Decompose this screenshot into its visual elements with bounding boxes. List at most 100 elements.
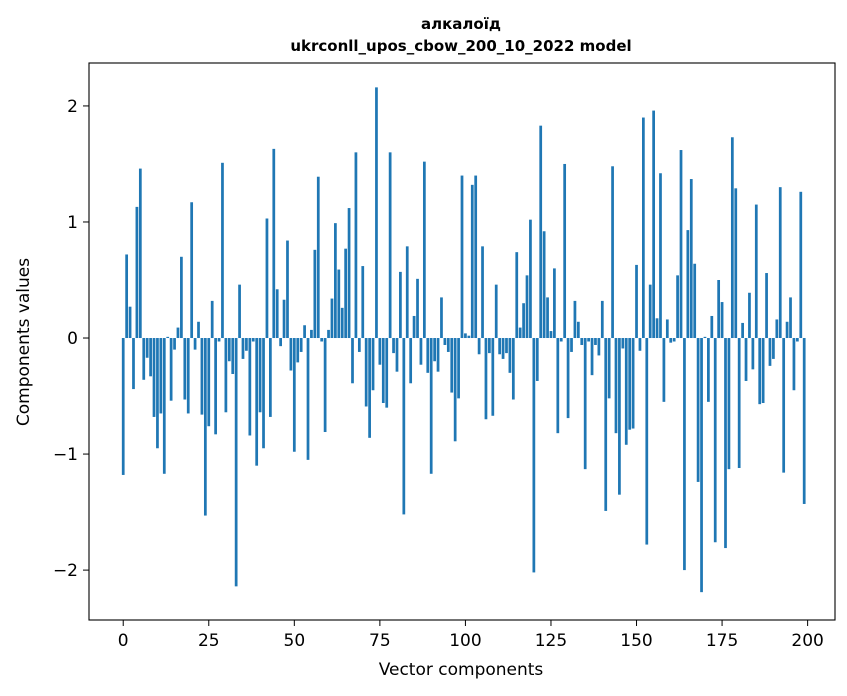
bar bbox=[135, 206, 139, 339]
bar bbox=[642, 117, 645, 339]
bar bbox=[282, 299, 286, 339]
bar bbox=[245, 338, 248, 351]
bar bbox=[176, 327, 180, 339]
bar bbox=[344, 248, 348, 339]
bar bbox=[655, 318, 659, 339]
bar bbox=[426, 338, 430, 373]
bar bbox=[559, 338, 563, 342]
bar bbox=[734, 188, 738, 339]
bar bbox=[190, 202, 194, 339]
bar bbox=[422, 161, 426, 339]
bar bbox=[748, 292, 751, 339]
bar bbox=[128, 306, 132, 339]
bar bbox=[686, 230, 690, 339]
bar bbox=[751, 338, 755, 370]
bar bbox=[142, 338, 146, 380]
bar bbox=[210, 300, 214, 339]
bar bbox=[785, 321, 789, 339]
bar bbox=[576, 321, 580, 339]
bar bbox=[662, 338, 666, 402]
x-tick-label: 25 bbox=[198, 631, 220, 651]
y-tick-label: −1 bbox=[53, 445, 78, 465]
bar bbox=[713, 338, 717, 543]
bar bbox=[583, 338, 587, 470]
bar bbox=[299, 338, 303, 352]
bar bbox=[580, 338, 584, 345]
x-axis-ticks: 0 25 50 75 100 125 150 175 200 bbox=[118, 620, 824, 651]
bar bbox=[621, 338, 625, 349]
bar bbox=[635, 264, 638, 339]
y-tick-label: 0 bbox=[67, 329, 78, 349]
bar bbox=[679, 150, 683, 339]
bar bbox=[488, 338, 491, 354]
bar bbox=[556, 338, 560, 434]
bar bbox=[645, 338, 649, 545]
bar bbox=[761, 338, 765, 403]
bar bbox=[693, 263, 697, 339]
bar bbox=[611, 166, 614, 339]
bar bbox=[334, 223, 337, 339]
x-tick-label: 125 bbox=[535, 631, 567, 651]
bar bbox=[727, 338, 731, 470]
bar bbox=[436, 338, 440, 372]
bar bbox=[672, 338, 676, 342]
bar bbox=[197, 321, 200, 339]
bar bbox=[368, 338, 371, 438]
bar bbox=[310, 329, 313, 339]
bar bbox=[289, 338, 293, 371]
bar bbox=[522, 303, 525, 339]
bar bbox=[258, 338, 262, 413]
bar bbox=[573, 300, 577, 339]
bar bbox=[275, 289, 279, 339]
bar bbox=[234, 338, 238, 587]
bar bbox=[648, 284, 652, 339]
bar bbox=[419, 338, 423, 365]
bar bbox=[337, 269, 341, 339]
bar bbox=[440, 297, 443, 339]
bar bbox=[481, 246, 484, 339]
bar bbox=[467, 335, 471, 339]
bar bbox=[484, 338, 488, 420]
bar bbox=[624, 338, 628, 445]
bar bbox=[262, 338, 265, 449]
bar bbox=[508, 338, 512, 373]
bar bbox=[730, 137, 734, 339]
bar bbox=[453, 338, 457, 442]
bar bbox=[166, 336, 170, 339]
bar bbox=[203, 338, 207, 516]
bar bbox=[464, 333, 467, 339]
bar bbox=[539, 125, 543, 339]
bar bbox=[563, 163, 567, 339]
bar bbox=[392, 338, 395, 354]
bar bbox=[132, 338, 135, 390]
bar bbox=[269, 338, 272, 417]
bar bbox=[737, 338, 741, 468]
bar bbox=[778, 187, 782, 339]
bar bbox=[286, 240, 289, 339]
bar bbox=[351, 338, 354, 384]
bar bbox=[703, 336, 707, 339]
bar bbox=[200, 338, 204, 415]
y-axis-ticks: −2 −1 0 1 2 bbox=[53, 97, 89, 581]
bar bbox=[159, 338, 163, 414]
bar bbox=[121, 338, 125, 475]
bar bbox=[717, 280, 721, 339]
bar bbox=[505, 338, 508, 354]
bar bbox=[381, 338, 385, 403]
bar bbox=[378, 338, 382, 365]
bar bbox=[768, 338, 772, 366]
bar bbox=[546, 297, 549, 339]
bar bbox=[789, 297, 792, 339]
bar bbox=[416, 278, 419, 339]
bar bbox=[628, 338, 632, 430]
bar bbox=[477, 338, 481, 355]
bar bbox=[676, 275, 679, 339]
bar bbox=[446, 338, 450, 352]
bar bbox=[320, 338, 324, 342]
bar bbox=[395, 338, 399, 372]
bar bbox=[231, 338, 235, 374]
bar bbox=[604, 338, 608, 511]
bar bbox=[590, 338, 594, 376]
bar bbox=[409, 338, 413, 384]
bar bbox=[792, 338, 796, 391]
